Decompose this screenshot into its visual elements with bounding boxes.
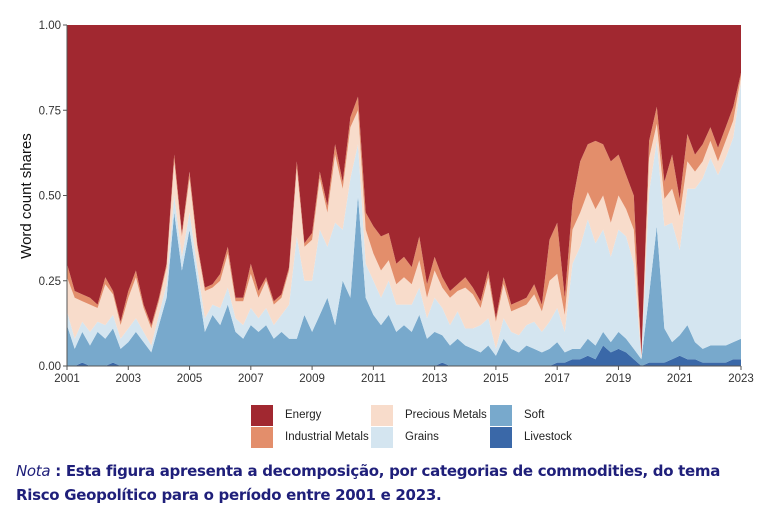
y-tick-label: 1.00 (39, 20, 61, 32)
legend-item-energy: Energy (251, 404, 371, 426)
area-energy (67, 25, 741, 356)
legend-label: Livestock (524, 431, 572, 443)
x-tick-label: 2017 (544, 373, 570, 385)
legend-swatch (371, 426, 393, 448)
x-tick-label: 2005 (177, 373, 203, 385)
area-soft (67, 195, 741, 366)
y-tick-label: 0.25 (39, 276, 61, 288)
x-tick-label: 2001 (54, 373, 80, 385)
note-text: : Esta figura apresenta a decomposição, … (16, 462, 721, 504)
legend-item-industrial-metals: Industrial Metals (251, 426, 371, 448)
legend: Energy Precious Metals Soft Industrial M… (251, 404, 590, 448)
legend-label: Energy (285, 409, 322, 421)
x-tick-label: 2015 (483, 373, 509, 385)
x-tick-label: 2007 (238, 373, 264, 385)
stacked-area-chart: 2001 2003 2005 2007 2009 2011 2013 2015 2017 2019… (18, 20, 754, 385)
legend-item-grains: Grains (371, 426, 490, 448)
legend-swatch (251, 404, 273, 426)
note-label: Nota (16, 462, 51, 480)
legend-item-livestock: Livestock (490, 426, 590, 448)
axes: 2001 2003 2005 2007 2009 2011 2013 2015 2017 2019… (39, 20, 754, 385)
x-tick-label: 2011 (361, 373, 386, 385)
area-grains (67, 83, 741, 360)
legend-label: Soft (524, 409, 545, 421)
legend-swatch (490, 426, 512, 448)
legend-item-soft: Soft (490, 404, 590, 426)
legend-label: Industrial Metals (285, 431, 369, 443)
x-tick-label: 2019 (606, 373, 632, 385)
legend-label: Precious Metals (405, 409, 487, 421)
x-tick-label: 2021 (667, 373, 693, 385)
legend-swatch (371, 404, 393, 426)
y-axis-label: Word count shares (18, 133, 35, 259)
area-layers (67, 25, 741, 366)
x-tick-label: 2003 (115, 373, 141, 385)
area-precious-metals (67, 76, 741, 360)
y-tick-label: 0.50 (39, 191, 61, 203)
figure-note: Nota : Esta figura apresenta a decomposi… (16, 459, 756, 507)
y-tick-label: 0.75 (39, 105, 61, 117)
area-livestock (67, 345, 741, 366)
legend-label: Grains (405, 431, 439, 443)
legend-swatch (490, 404, 512, 426)
legend-swatch (251, 426, 273, 448)
y-tick-label: 0.00 (39, 361, 61, 373)
x-tick-label: 2013 (422, 373, 448, 385)
x-tick-label: 2009 (299, 373, 325, 385)
legend-item-precious-metals: Precious Metals (371, 404, 490, 426)
x-tick-label: 2023 (728, 373, 754, 385)
